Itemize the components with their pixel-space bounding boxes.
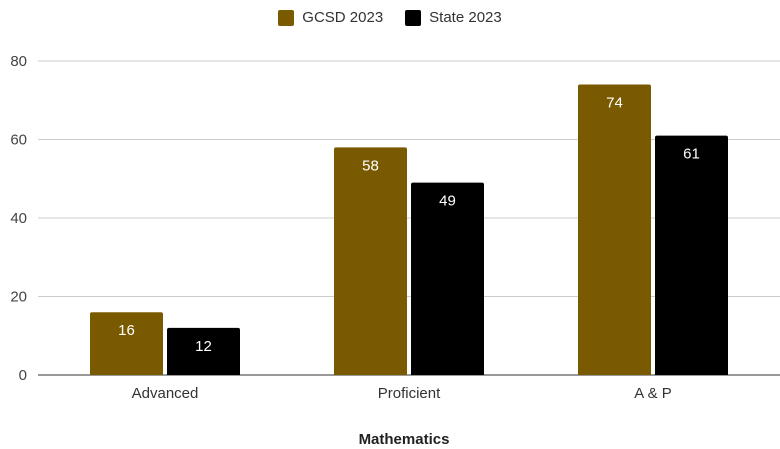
bar (334, 147, 407, 375)
legend-item-gcsd[interactable]: GCSD 2023 (278, 9, 383, 26)
data-label: 58 (362, 157, 379, 174)
bar (578, 84, 651, 376)
legend-item-state[interactable]: State 2023 (405, 9, 502, 26)
data-label: 16 (118, 322, 135, 339)
legend-swatch-state (405, 9, 422, 26)
bar (90, 312, 163, 375)
x-tick-label: Advanced (132, 385, 199, 402)
y-tick-label: 20 (10, 289, 27, 306)
bar (167, 327, 240, 375)
chart-legend: GCSD 2023 State 2023 (0, 9, 780, 26)
legend-swatch-gcsd (278, 9, 295, 26)
y-tick-label: 40 (10, 210, 27, 227)
data-label: 12 (195, 338, 212, 355)
bar (411, 182, 484, 375)
y-tick-label: 0 (19, 367, 27, 384)
x-axis-title: Mathematics (359, 431, 450, 448)
data-label: 74 (606, 95, 623, 112)
data-label: 49 (439, 193, 456, 210)
x-tick-label: Proficient (378, 385, 441, 402)
data-label: 61 (683, 146, 700, 163)
legend-label-gcsd: GCSD 2023 (302, 9, 384, 26)
y-tick-label: 60 (10, 132, 27, 149)
bar (655, 135, 728, 375)
x-tick-label: A & P (634, 385, 672, 402)
y-tick-label: 80 (10, 53, 27, 70)
legend-label-state: State 2023 (429, 9, 502, 26)
